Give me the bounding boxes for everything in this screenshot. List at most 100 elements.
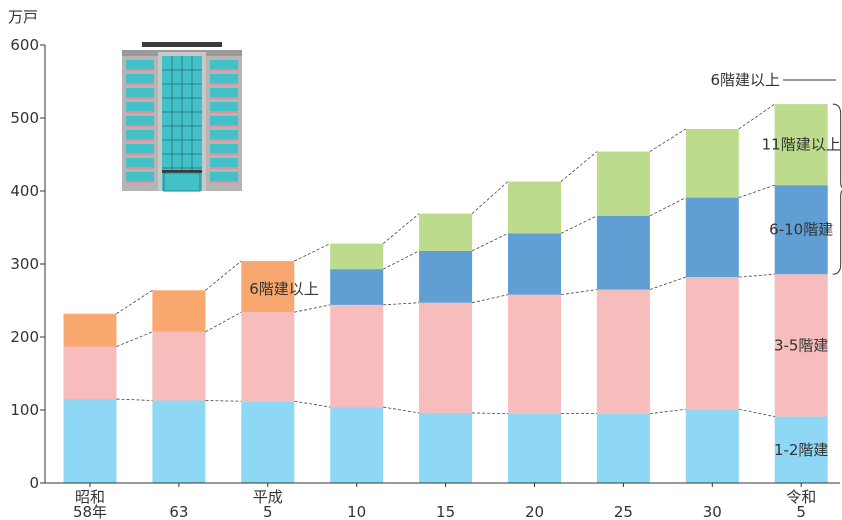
building-balcony bbox=[126, 139, 154, 141]
building-window bbox=[210, 74, 238, 83]
bar-segment bbox=[152, 400, 206, 483]
y-tick-label: 200 bbox=[10, 328, 39, 346]
connector-line bbox=[294, 400, 331, 408]
series-label: 1-2階建 bbox=[774, 441, 829, 459]
building-window bbox=[126, 102, 154, 111]
bar-segment bbox=[241, 401, 295, 483]
bar-segment bbox=[774, 104, 828, 186]
x-tick-label: 5 bbox=[796, 503, 806, 520]
connector-line bbox=[383, 302, 420, 306]
bar-segment bbox=[774, 185, 828, 275]
bar-segment bbox=[63, 313, 117, 347]
building-balcony bbox=[210, 181, 238, 183]
building-balcony bbox=[126, 181, 154, 183]
bar-segment bbox=[508, 294, 561, 414]
connector-line bbox=[472, 294, 509, 304]
bar-segment bbox=[685, 197, 739, 278]
connector-line bbox=[116, 398, 153, 401]
building-window bbox=[126, 130, 154, 139]
connector-line bbox=[383, 406, 420, 414]
building-balcony bbox=[126, 97, 154, 99]
connector-line bbox=[471, 232, 509, 252]
building-window bbox=[210, 172, 238, 181]
connector-line bbox=[205, 260, 242, 291]
bar-segment bbox=[508, 413, 561, 483]
bar-segment bbox=[685, 409, 739, 483]
bar-segment bbox=[596, 215, 650, 290]
building-window bbox=[210, 102, 238, 111]
building-window bbox=[126, 172, 154, 181]
connector-line bbox=[116, 331, 153, 347]
bar-segment bbox=[330, 269, 384, 305]
labels-layer: 6階建以上 6階建以上 11階建以上 6-10階建 3-5階建 1-2階建 bbox=[249, 71, 842, 459]
bar-segment bbox=[241, 312, 295, 402]
building-balcony bbox=[126, 69, 154, 71]
connector-line bbox=[205, 311, 242, 333]
bar-segment bbox=[419, 213, 473, 251]
building-balcony bbox=[126, 153, 154, 155]
y-tick-label: 0 bbox=[29, 474, 39, 492]
building-balcony bbox=[126, 125, 154, 127]
building-balcony bbox=[210, 83, 238, 85]
bar-segment bbox=[774, 416, 828, 483]
bar-segment bbox=[330, 243, 384, 270]
building-window bbox=[126, 116, 154, 125]
connector-line bbox=[738, 273, 775, 278]
building-balcony bbox=[210, 69, 238, 71]
building-window bbox=[126, 60, 154, 69]
bar-segment bbox=[63, 346, 117, 400]
x-tick-label: 15 bbox=[436, 503, 455, 520]
bar-segment bbox=[152, 290, 206, 332]
building-window bbox=[126, 88, 154, 97]
bar-segment bbox=[63, 399, 117, 483]
building-window bbox=[210, 158, 238, 167]
x-tick-label: 25 bbox=[614, 503, 633, 520]
bar-segment bbox=[685, 128, 739, 198]
connector-line bbox=[738, 103, 775, 130]
bar-segment bbox=[419, 302, 473, 413]
y-tick-label: 400 bbox=[10, 182, 39, 200]
building-balcony bbox=[210, 111, 238, 113]
connector-line bbox=[471, 181, 509, 214]
connector-line bbox=[383, 250, 420, 270]
building-balcony bbox=[210, 167, 238, 169]
bar-segment bbox=[419, 250, 473, 303]
y-tick-label: 500 bbox=[10, 109, 39, 127]
connector-line bbox=[382, 213, 420, 244]
bar-segment bbox=[508, 233, 561, 295]
x-tick-label: 63 bbox=[169, 503, 188, 520]
connector-line bbox=[205, 400, 242, 402]
bar-segment bbox=[774, 274, 828, 417]
y-tick-label: 300 bbox=[10, 255, 39, 273]
brace-bracket bbox=[832, 103, 842, 275]
building-window bbox=[126, 158, 154, 167]
building-balcony bbox=[210, 125, 238, 127]
connector-line bbox=[116, 289, 153, 314]
series-label: 11階建以上 bbox=[762, 136, 841, 154]
building-balcony bbox=[126, 111, 154, 113]
building-window bbox=[126, 144, 154, 153]
connector-line bbox=[560, 151, 598, 182]
building-window bbox=[210, 116, 238, 125]
connector-line bbox=[560, 289, 597, 296]
building-window bbox=[210, 144, 238, 153]
series-label: 3-5階建 bbox=[774, 336, 829, 354]
connector-line bbox=[649, 128, 687, 152]
building-window bbox=[210, 130, 238, 139]
building-window bbox=[210, 88, 238, 97]
building-balcony bbox=[126, 167, 154, 169]
connector-line bbox=[472, 412, 509, 415]
bar-segment bbox=[330, 304, 384, 408]
x-tick-label-era: 令和 bbox=[786, 488, 816, 506]
bar-segment bbox=[419, 412, 473, 483]
apartment-building-icon bbox=[122, 42, 242, 192]
connector-line bbox=[560, 215, 598, 234]
bar-segment bbox=[508, 181, 561, 234]
bar-segment bbox=[596, 413, 650, 483]
building-balcony bbox=[210, 97, 238, 99]
series-label: 6-10階建 bbox=[769, 221, 833, 239]
connector-line bbox=[294, 304, 331, 313]
x-tick-label: 10 bbox=[347, 503, 366, 520]
